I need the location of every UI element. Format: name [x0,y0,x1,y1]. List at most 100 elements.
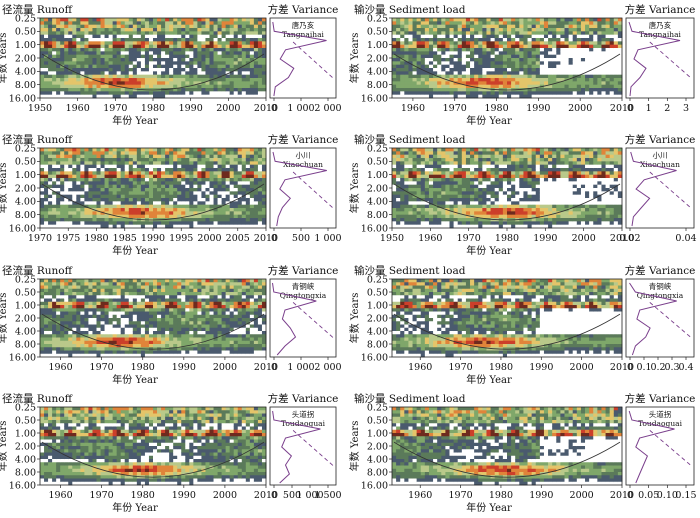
power-cell [449,74,455,79]
power-cell [585,44,590,49]
power-cell [128,91,134,96]
power-cell [64,68,69,72]
power-cell [84,221,89,226]
power-cell [100,71,105,76]
power-cell [261,221,267,226]
power-cell [261,174,267,179]
power-cell [585,81,590,86]
power-cell [68,21,73,26]
power-cell [486,38,491,42]
power-cell [490,58,496,62]
power-cell [470,71,475,76]
power-cell [408,74,413,79]
power-cell [490,188,496,192]
x-tick-label: 1990 [179,103,203,114]
power-cell [556,68,561,72]
power-cell [245,184,251,189]
power-cell [609,34,615,39]
power-cell [585,41,590,46]
power-cell [48,194,53,199]
power-cell [217,158,223,162]
power-cell [245,211,251,216]
power-cell [108,28,114,32]
power-cell [424,44,430,49]
power-cell [433,171,438,176]
power-cell [132,214,138,219]
power-cell [153,54,158,59]
power-cell [465,211,471,216]
power-cell [552,68,557,72]
power-cell [169,54,174,59]
power-cell [543,61,549,66]
power-cell [531,64,537,69]
power-cell [424,181,430,186]
power-cell [157,78,162,82]
power-cell [165,191,170,196]
power-cell [148,161,154,166]
power-cell [181,161,186,166]
power-cell [453,218,459,222]
power-cell [515,41,520,46]
power-cell [76,48,81,52]
power-cell [96,24,101,29]
power-cell [181,184,186,189]
power-cell [585,88,590,92]
power-cell [60,61,65,66]
power-cell [560,81,565,86]
power-cell [76,158,81,162]
power-cell [519,21,524,26]
power-cell [441,31,446,36]
power-cell [461,154,467,159]
power-cell [193,91,198,96]
power-cell [490,158,496,162]
power-cell [507,164,512,169]
power-cell [128,224,134,229]
power-cell [261,161,267,166]
variance-tick-label: 2 [664,103,670,114]
power-cell [470,54,475,59]
power-cell [221,74,227,79]
power-cell [165,184,170,189]
power-cell [233,148,239,152]
power-cell [124,154,130,159]
power-cell [420,214,426,219]
power-cell [490,21,496,26]
power-cell [482,61,487,66]
power-cell [80,224,85,229]
power-cell [40,41,45,46]
power-cell [120,54,126,59]
power-cell [140,64,146,69]
power-cell [233,188,239,192]
power-cell [72,48,77,52]
power-cell [128,84,134,89]
power-cell [601,74,606,79]
power-cell [108,148,114,152]
variance-tick-label: 500 [292,233,310,244]
power-cell [120,91,126,96]
power-cell [257,18,263,22]
power-cell [165,78,170,82]
power-cell [72,224,77,229]
power-cell [60,184,65,189]
power-cell [257,188,263,192]
power-cell [112,41,118,46]
power-cell [205,158,210,162]
power-cell [527,178,533,182]
power-cell [261,194,267,199]
power-cell [519,204,524,209]
power-cell [229,24,235,29]
power-cell [593,71,598,76]
power-cell [132,21,138,26]
power-cell [209,224,214,229]
power-cell [173,48,178,52]
power-cell [613,84,619,89]
power-cell [52,64,57,69]
power-cell [173,84,178,89]
power-cell [104,154,110,159]
power-cell [237,184,243,189]
power-cell [580,54,586,59]
power-cell [523,194,528,199]
power-cell [169,38,174,42]
power-cell [478,34,483,39]
power-cell [535,88,541,92]
